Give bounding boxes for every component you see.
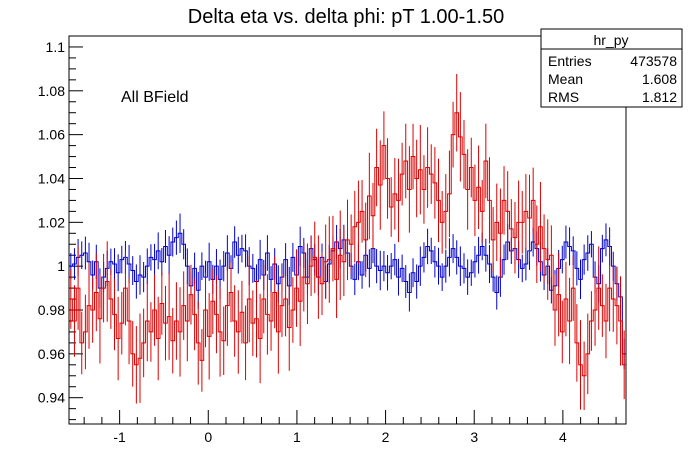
x-tick-label: 0 — [204, 429, 212, 445]
y-tick-label: 1.02 — [38, 214, 65, 230]
plot-area-border — [68, 35, 627, 425]
stats-label-rms: RMS — [548, 89, 579, 105]
x-tick-label: 4 — [559, 429, 567, 445]
y-tick-label: 1.06 — [38, 127, 65, 143]
y-tick-label: 1 — [57, 258, 65, 274]
y-tick-label: 1.04 — [38, 170, 65, 186]
stats-label-mean: Mean — [548, 71, 583, 87]
data-series — [69, 73, 626, 411]
stats-value-entries: 473578 — [630, 53, 677, 69]
series-2 — [69, 73, 626, 411]
stats-value-rms: 1.812 — [642, 89, 677, 105]
x-tick-label: 1 — [293, 429, 301, 445]
x-tick-label: 2 — [382, 429, 390, 445]
x-tick-label: -1 — [113, 429, 126, 445]
stats-box-name: hr_py — [593, 32, 628, 48]
stats-value-mean: 1.608 — [642, 71, 677, 87]
chart-title: Delta eta vs. delta phi: pT 1.00-1.50 — [188, 6, 505, 28]
y-tick-label: 0.94 — [38, 390, 65, 406]
y-tick-label: 1.1 — [46, 39, 66, 55]
y-tick-label: 0.96 — [38, 346, 65, 362]
y-tick-label: 1.08 — [38, 83, 65, 99]
stats-box: hr_py Entries 473578 Mean 1.608 RMS 1.81… — [540, 28, 683, 108]
plot-frame — [68, 35, 627, 425]
stats-box-border — [540, 28, 683, 108]
annotation-label: All BField — [121, 89, 189, 106]
x-tick-label: 3 — [470, 429, 478, 445]
stats-label-entries: Entries — [548, 53, 592, 69]
x-axis: -1 0 1 2 3 4 — [83, 410, 617, 445]
y-axis: 0.94 0.96 0.98 1 1.02 1.04 1.06 1.08 1.1 — [38, 35, 83, 421]
y-tick-label: 0.98 — [38, 302, 65, 318]
series-step-line — [69, 112, 626, 377]
